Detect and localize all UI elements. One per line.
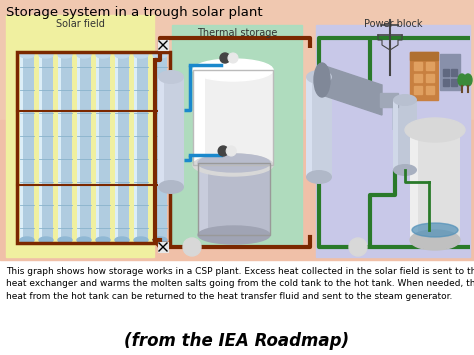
Bar bbox=[393, 100, 417, 170]
Bar bbox=[193, 70, 273, 165]
Bar bbox=[158, 77, 164, 187]
Ellipse shape bbox=[134, 237, 148, 243]
Ellipse shape bbox=[115, 237, 129, 243]
Bar bbox=[158, 242, 168, 252]
Ellipse shape bbox=[393, 94, 417, 106]
Ellipse shape bbox=[77, 237, 91, 243]
Bar bbox=[426, 74, 434, 82]
Bar bbox=[306, 77, 332, 177]
Bar bbox=[198, 163, 270, 235]
Ellipse shape bbox=[153, 237, 167, 243]
Ellipse shape bbox=[464, 74, 472, 86]
Bar bbox=[426, 86, 434, 94]
Bar bbox=[20, 55, 34, 240]
Polygon shape bbox=[322, 65, 382, 115]
Bar bbox=[443, 69, 449, 76]
Text: Power block: Power block bbox=[364, 19, 422, 29]
Text: (from the IEA Roadmap): (from the IEA Roadmap) bbox=[125, 332, 349, 350]
Ellipse shape bbox=[193, 154, 273, 176]
Bar bbox=[414, 62, 422, 70]
Bar bbox=[443, 79, 449, 86]
Ellipse shape bbox=[306, 70, 332, 84]
Bar bbox=[414, 74, 422, 82]
Ellipse shape bbox=[134, 52, 148, 58]
Ellipse shape bbox=[410, 230, 460, 250]
Ellipse shape bbox=[405, 118, 465, 142]
Ellipse shape bbox=[58, 52, 72, 58]
Ellipse shape bbox=[39, 52, 53, 58]
Bar bbox=[172, 25, 302, 247]
Circle shape bbox=[228, 53, 238, 63]
Bar bbox=[77, 55, 80, 240]
Bar bbox=[306, 77, 312, 177]
Text: This graph shows how storage works in a CSP plant. Excess heat collected in the : This graph shows how storage works in a … bbox=[6, 267, 474, 301]
Bar bbox=[96, 55, 99, 240]
Bar bbox=[410, 52, 438, 100]
Bar bbox=[410, 130, 460, 240]
Ellipse shape bbox=[20, 237, 34, 243]
Ellipse shape bbox=[77, 52, 91, 58]
Text: Thermal storage: Thermal storage bbox=[197, 28, 277, 38]
Ellipse shape bbox=[193, 59, 273, 81]
Circle shape bbox=[220, 53, 230, 63]
Bar bbox=[153, 55, 156, 240]
Bar bbox=[414, 86, 422, 94]
Bar bbox=[134, 55, 137, 240]
Ellipse shape bbox=[153, 52, 167, 58]
Text: Storage system in a trough solar plant: Storage system in a trough solar plant bbox=[6, 6, 263, 19]
Circle shape bbox=[218, 146, 228, 156]
Bar bbox=[17, 52, 170, 243]
Circle shape bbox=[349, 238, 367, 256]
Ellipse shape bbox=[20, 52, 34, 58]
Bar bbox=[134, 55, 148, 240]
Ellipse shape bbox=[96, 237, 110, 243]
Bar bbox=[153, 55, 167, 240]
Ellipse shape bbox=[314, 63, 330, 97]
Bar bbox=[198, 163, 208, 235]
Circle shape bbox=[226, 146, 236, 156]
Ellipse shape bbox=[96, 52, 110, 58]
Bar bbox=[0, 0, 474, 120]
Bar bbox=[6, 15, 154, 257]
Bar bbox=[410, 52, 438, 60]
Bar bbox=[39, 55, 53, 240]
Ellipse shape bbox=[158, 180, 184, 194]
Ellipse shape bbox=[198, 226, 270, 244]
Bar bbox=[96, 55, 110, 240]
Bar bbox=[426, 62, 434, 70]
Ellipse shape bbox=[58, 237, 72, 243]
Bar bbox=[115, 55, 129, 240]
Bar bbox=[193, 70, 205, 165]
Ellipse shape bbox=[39, 237, 53, 243]
Circle shape bbox=[183, 238, 201, 256]
Bar bbox=[158, 40, 168, 50]
Bar bbox=[393, 100, 398, 170]
Ellipse shape bbox=[158, 70, 184, 84]
Ellipse shape bbox=[306, 170, 332, 184]
Bar bbox=[316, 25, 470, 257]
Bar bbox=[115, 55, 118, 240]
Bar bbox=[0, 120, 474, 260]
Bar bbox=[58, 55, 72, 240]
Bar bbox=[20, 55, 23, 240]
Bar bbox=[39, 55, 42, 240]
Bar bbox=[380, 93, 398, 107]
Bar bbox=[451, 79, 457, 86]
Bar bbox=[58, 55, 61, 240]
Bar bbox=[193, 70, 273, 165]
Bar bbox=[410, 130, 418, 240]
Ellipse shape bbox=[412, 223, 458, 237]
Bar bbox=[158, 77, 184, 187]
Ellipse shape bbox=[115, 52, 129, 58]
Bar bbox=[440, 54, 460, 90]
Ellipse shape bbox=[198, 154, 270, 172]
Bar bbox=[77, 55, 91, 240]
Ellipse shape bbox=[393, 164, 417, 176]
Text: Solar field: Solar field bbox=[55, 19, 104, 29]
Bar bbox=[198, 163, 270, 235]
Ellipse shape bbox=[458, 74, 466, 86]
Bar bbox=[451, 69, 457, 76]
